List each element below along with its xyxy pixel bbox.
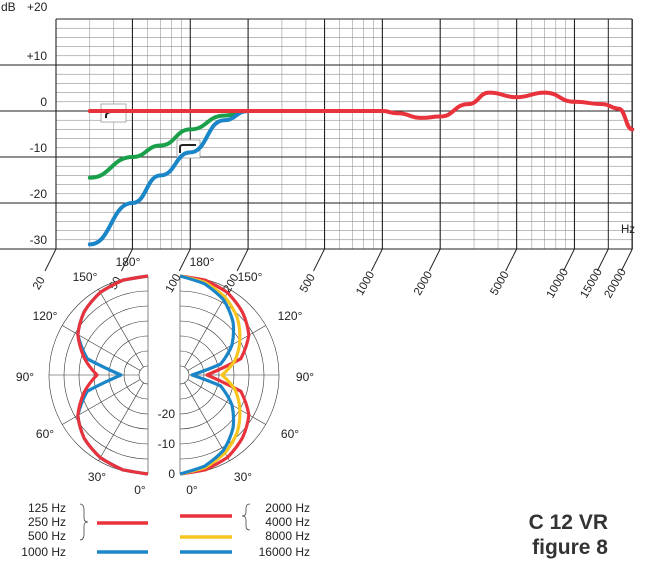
- polar-angle-label: 0°: [186, 483, 198, 497]
- x-tick-mark: [620, 248, 633, 272]
- polar-angle-label: 120°: [278, 309, 303, 323]
- polar-curve-2000-Hz-4000-Hz: [179, 274, 251, 476]
- polar-angle-label: 150°: [73, 270, 98, 284]
- legend-label: 4000 Hz: [265, 515, 310, 529]
- y-tick-label: -10: [30, 141, 48, 155]
- model-title: C 12 VR: [528, 511, 608, 534]
- polar-spoke: [187, 379, 266, 425]
- y-tick-label: +20: [27, 0, 48, 14]
- y-tick-label: 0: [40, 95, 47, 109]
- legend-label: 2000 Hz: [265, 501, 310, 515]
- x-tick-label: 15000: [579, 267, 605, 301]
- polar-ring: [179, 365, 190, 385]
- x-tick-mark: [236, 248, 249, 272]
- x-tick-mark: [178, 248, 191, 272]
- polar-spoke: [98, 289, 144, 368]
- x-tick-label: 20: [31, 275, 48, 292]
- polar-spoke: [184, 289, 230, 368]
- polar-curve-8000-Hz: [179, 274, 242, 476]
- polar-angle-label: 150°: [238, 270, 263, 284]
- y-tick-label: -30: [30, 233, 48, 247]
- y-tick-label: -20: [30, 187, 48, 201]
- x-tick-label: 2000: [412, 269, 435, 297]
- legend-label: 500 Hz: [28, 529, 66, 543]
- polar-ring: [138, 365, 149, 385]
- pattern-title: figure 8: [532, 536, 608, 559]
- series-line-flat: [87, 90, 635, 132]
- polar-spoke: [62, 325, 141, 371]
- polar-spoke: [62, 379, 141, 425]
- polar-angle-label: 180°: [116, 255, 141, 269]
- legend-label: 1000 Hz: [21, 545, 66, 559]
- polar-angle-label: 90°: [296, 370, 314, 384]
- polar-angle-label: 0°: [134, 483, 146, 497]
- x-tick-mark: [505, 248, 518, 272]
- series-line-bass-cut-2: [87, 109, 251, 247]
- legend-label: 16000 Hz: [259, 545, 310, 559]
- x-tick-mark: [313, 248, 325, 272]
- x-tick-mark: [120, 248, 133, 272]
- polar-spoke: [98, 382, 144, 461]
- polar-angle-label: 90°: [16, 370, 34, 384]
- legend-label: 125 Hz: [28, 501, 66, 515]
- polar-curve-16000-Hz: [179, 274, 236, 476]
- y-axis-label: dB: [1, 0, 16, 14]
- polar-spoke: [187, 325, 266, 371]
- x-tick-mark: [596, 248, 609, 272]
- series-line-bass-cut-1: [87, 109, 251, 180]
- polar-angle-label: 120°: [33, 309, 58, 323]
- legend-brace: [79, 503, 89, 541]
- legend-brace: [241, 503, 251, 531]
- polar-angle-label: 30°: [88, 470, 106, 484]
- polar-angle-label: 60°: [36, 427, 54, 441]
- polar-spoke: [184, 382, 230, 461]
- x-tick-label: 500: [298, 272, 318, 295]
- x-tick-mark: [370, 248, 383, 272]
- legend-label: 8000 Hz: [265, 529, 310, 543]
- legend-label: 250 Hz: [28, 515, 66, 529]
- x-tick-label: 1000: [354, 269, 377, 297]
- x-tick-mark: [428, 248, 441, 272]
- bass-cut-2-icon: [179, 144, 196, 153]
- polar-angle-label: 30°: [234, 470, 252, 484]
- polar-radial-label: -10: [158, 437, 176, 451]
- x-tick-mark: [44, 248, 57, 272]
- x-tick-mark: [563, 248, 575, 272]
- polar-radial-label: -20: [158, 407, 176, 421]
- x-tick-label: 10000: [545, 267, 571, 301]
- x-axis-label: Hz: [621, 224, 635, 236]
- polar-curve-125-Hz-250-Hz-500-Hz: [76, 274, 149, 476]
- x-tick-label: 20000: [603, 267, 629, 301]
- polar-angle-label: 60°: [281, 427, 299, 441]
- y-tick-label: +10: [27, 49, 48, 63]
- polar-angle-label: 180°: [190, 255, 215, 269]
- x-tick-label: 5000: [488, 269, 511, 297]
- polar-radial-label: 0: [168, 467, 175, 481]
